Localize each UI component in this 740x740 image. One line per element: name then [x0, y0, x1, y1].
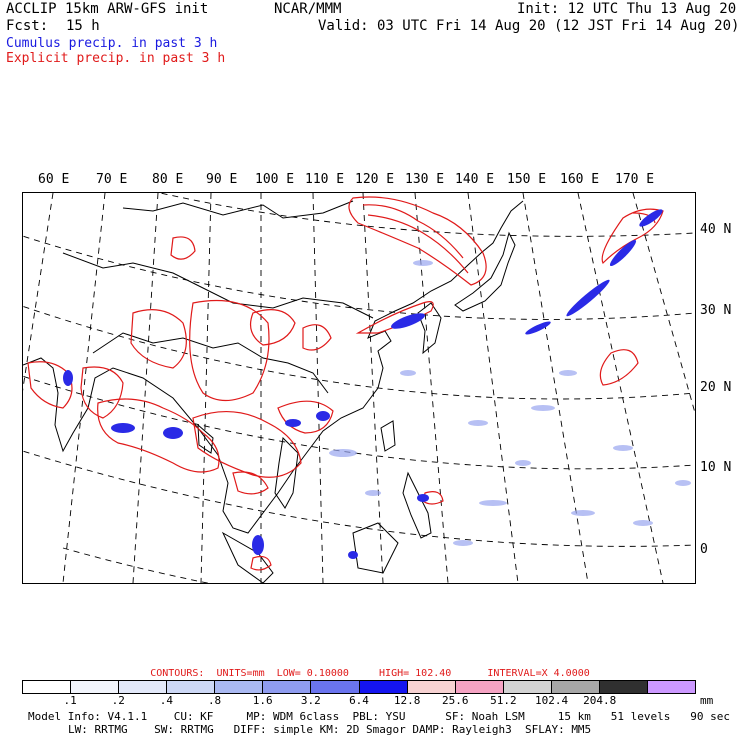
colorbar-swatch — [648, 681, 696, 693]
colorbar-tick-label: 12.8 — [393, 694, 421, 707]
lon-label: 110 E — [305, 172, 345, 187]
cumulus-precip-areas — [63, 209, 663, 559]
colorbar-tick-label: 102.4 — [535, 694, 569, 707]
lon-label: 150 E — [507, 172, 547, 187]
lon-label: 140 E — [455, 172, 495, 187]
colorbar-swatch — [503, 681, 552, 693]
colorbar-tick-label: .8 — [207, 694, 222, 707]
lon-label: 170 E — [615, 172, 655, 187]
header-title: ACCLIP 15km ARW-GFS init — [6, 1, 209, 17]
longitude-gridlines — [23, 193, 695, 583]
contours-units: UNITS=mm — [216, 668, 265, 679]
colorbar-tick-label: 1.6 — [252, 694, 273, 707]
colorbar-swatch — [455, 681, 504, 693]
lon-label: 120 E — [355, 172, 395, 187]
colorbar-swatch — [215, 681, 264, 693]
colorbar-swatch — [311, 681, 360, 693]
contours-high: HIGH= 102.40 — [379, 668, 452, 679]
header-center: NCAR/MMM — [274, 1, 342, 17]
colorbar-swatch — [119, 681, 168, 693]
lat-label: 20 N — [700, 380, 732, 395]
light-precip-areas — [329, 260, 691, 546]
lat-label: 10 N — [700, 460, 732, 475]
colorbar-units: mm — [700, 694, 714, 707]
colorbar-swatch — [23, 681, 72, 693]
contours-low: LOW= 0.10000 — [276, 668, 349, 679]
colorbar-swatch — [599, 681, 649, 693]
colorbar-swatch — [359, 681, 408, 693]
latitude-gridlines — [23, 193, 695, 583]
colorbar-tick-label: .2 — [111, 694, 125, 707]
lon-label: 70 E — [96, 172, 128, 187]
contours-info: CONTOURS: UNITS=mm LOW= 0.10000 HIGH= 10… — [0, 668, 740, 679]
init-time: Init: 12 UTC Thu 13 Aug 20 — [517, 1, 737, 17]
contours-interval: INTERVAL=X 4.0000 — [487, 668, 590, 679]
model-info-line1: Model Info: V4.1.1 CU: KF MP: WDM 6class… — [28, 710, 730, 723]
contours-label: CONTOURS: — [150, 668, 205, 679]
colorbar — [22, 680, 696, 694]
explicit-precip-contours — [27, 196, 664, 571]
lon-label: 100 E — [255, 172, 295, 187]
colorbar-tick-label: 6.4 — [349, 694, 369, 707]
fcst-value: 15 h — [66, 18, 100, 34]
lat-label: 40 N — [700, 222, 732, 237]
valid-time: Valid: 03 UTC Fri 14 Aug 20 (12 JST Fri … — [318, 18, 740, 34]
map-canvas — [23, 193, 695, 583]
colorbar-tick-label: .4 — [159, 694, 174, 707]
colorbar-swatch — [551, 681, 600, 693]
lon-label: 90 E — [206, 172, 238, 187]
colorbar-swatch — [167, 681, 216, 693]
colorbar-tick-label: .1 — [63, 694, 77, 707]
lon-label: 130 E — [405, 172, 445, 187]
colorbar-tick-label: 3.2 — [300, 694, 321, 707]
legend-explicit: Explicit precip. in past 3 h — [6, 51, 226, 66]
colorbar-swatch — [407, 681, 456, 693]
precipitation-map — [22, 192, 696, 584]
colorbar-tick-label: 25.6 — [442, 694, 469, 707]
lon-label: 60 E — [38, 172, 70, 187]
colorbar-swatch — [71, 681, 120, 693]
model-info-line2: LW: RRTMG SW: RRTMG DIFF: simple KM: 2D … — [68, 723, 592, 736]
colorbar-swatch — [263, 681, 312, 693]
colorbar-tick-label: 51.2 — [490, 694, 517, 707]
lat-label: 0 — [700, 542, 708, 557]
lat-label: 30 N — [700, 303, 732, 318]
colorbar-tick-label: 204.8 — [583, 694, 617, 707]
lon-label: 160 E — [560, 172, 600, 187]
lon-label: 80 E — [152, 172, 184, 187]
legend-cumulus: Cumulus precip. in past 3 h — [6, 36, 218, 51]
fcst-label: Fcst: — [6, 18, 49, 34]
